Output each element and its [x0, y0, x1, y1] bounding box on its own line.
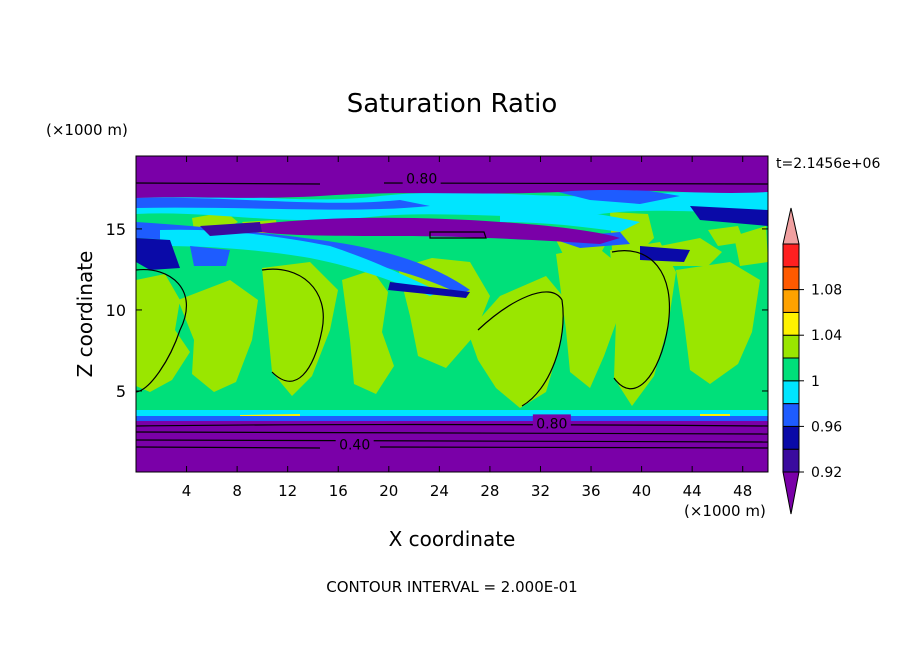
colorbar-tick-label: 1.08 — [811, 283, 842, 299]
x-tick-label: 16 — [329, 482, 348, 500]
colorbar: 0.92 0.96 1 1.04 1.08 — [782, 207, 842, 515]
x-tick-label: 28 — [480, 482, 499, 500]
x-tick-label: 36 — [581, 482, 600, 500]
x-tick-label: 24 — [430, 482, 449, 500]
x-axis-unit: (×1000 m) — [684, 502, 766, 520]
x-tick-label: 44 — [683, 482, 702, 500]
colorbar-box — [782, 357, 800, 382]
contour-lines — [136, 182, 768, 449]
time-label: t=2.1456e+06 — [776, 156, 880, 172]
colorbar-tick-label: 1 — [811, 374, 820, 390]
colorbar-box — [782, 311, 800, 336]
contour-labels: 0.80 0.80 0.40 — [335, 169, 571, 453]
chart-title: Saturation Ratio — [347, 89, 558, 119]
x-tick-label: 20 — [379, 482, 398, 500]
colorbar-tick-label: 0.92 — [811, 465, 842, 481]
colorbar-tick-label: 0.96 — [811, 419, 842, 435]
contour-label-bg — [335, 435, 374, 453]
contour-label: 0.80 — [406, 172, 437, 188]
contour-interval: CONTOUR INTERVAL = 2.000E-01 — [326, 578, 577, 596]
colorbar-extend-min — [782, 471, 800, 515]
x-tick-label: 48 — [733, 482, 752, 500]
y-tick-label: 5 — [116, 382, 126, 401]
colorbar-box — [782, 448, 800, 473]
x-tick-label: 8 — [232, 482, 242, 500]
colorbar-box — [782, 243, 800, 268]
contour-label: 0.80 — [536, 416, 567, 432]
contour-label: 0.40 — [339, 437, 370, 453]
upper-bands — [136, 186, 768, 298]
y-tick-label: 10 — [106, 301, 126, 320]
y-tick-label: 15 — [106, 220, 126, 239]
colorbar-box — [782, 289, 800, 313]
colorbar-box — [782, 334, 800, 359]
lower-dry-region — [136, 421, 768, 472]
x-axis-ticks: 4 8 12 16 20 24 28 32 36 40 44 48 — [182, 156, 752, 500]
y-axis-ticks: 5 10 15 — [106, 220, 768, 401]
y-axis-unit: (×1000 m) — [46, 121, 128, 139]
plot-frame — [135, 155, 769, 473]
x-axis-label: X coordinate — [389, 527, 516, 551]
low-level-streaks — [136, 410, 768, 421]
lime-patches — [136, 212, 768, 408]
x-tick-label: 32 — [531, 482, 550, 500]
contour-label-bg — [402, 169, 441, 187]
colorbar-box — [782, 266, 800, 291]
colorbar-tick-label: 1.04 — [811, 328, 842, 344]
upper-dry-region — [136, 156, 768, 198]
x-tick-label: 12 — [278, 482, 297, 500]
y-axis-label: Z coordinate — [73, 251, 97, 378]
plot-area — [136, 156, 768, 472]
x-tick-label: 4 — [182, 482, 192, 500]
contour-label-bg — [532, 414, 571, 432]
colorbar-box — [782, 425, 800, 450]
x-tick-label: 40 — [632, 482, 651, 500]
colorbar-box — [782, 403, 800, 427]
colorbar-extend-max — [782, 207, 800, 245]
colorbar-box — [782, 380, 800, 405]
